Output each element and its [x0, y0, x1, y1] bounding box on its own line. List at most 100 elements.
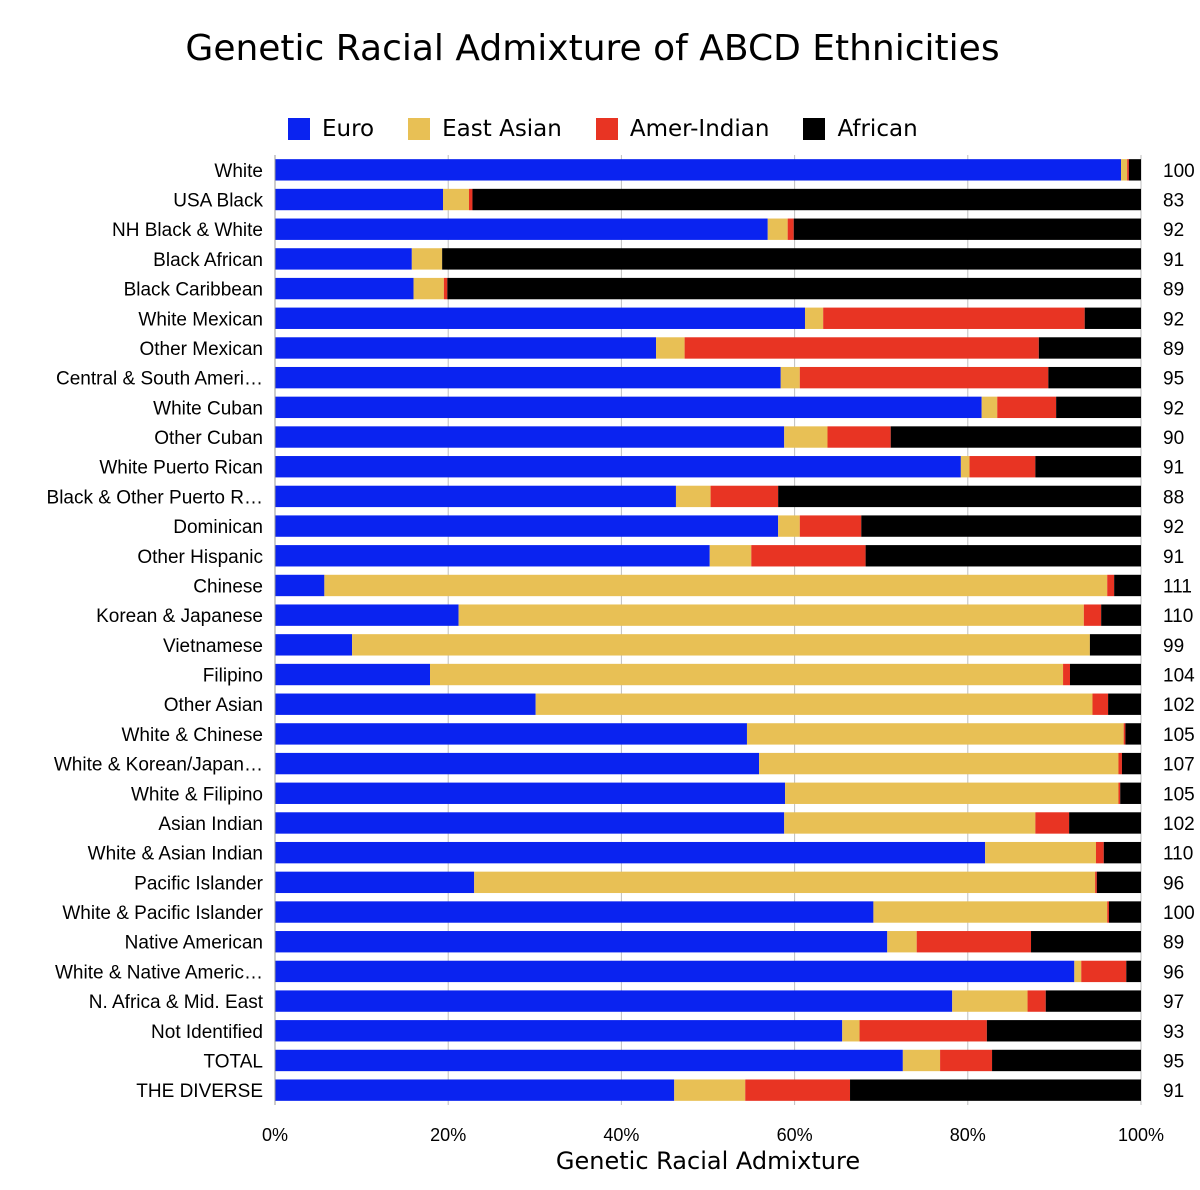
bar-segment-euro: [275, 396, 982, 419]
bar-segment-amer-indian: [1083, 604, 1102, 626]
bar-segment-amer-indian: [1063, 663, 1070, 686]
bar-segment-amer-indian: [940, 1049, 993, 1072]
category-label: White & Korean/Japan…: [54, 755, 263, 776]
bar-segment-amer-indian: [1095, 871, 1097, 894]
bar-segment-east-asian: [784, 812, 1036, 834]
bar-segment-amer-indian: [1107, 574, 1115, 597]
bar-segment-east-asian: [1121, 159, 1128, 181]
right-value-label: 100: [1163, 903, 1195, 924]
bar-segment-african: [1035, 456, 1141, 478]
bar-segment-east-asian: [474, 871, 1096, 894]
category-label: Filipino: [203, 666, 263, 687]
category-label: White & Native Americ…: [55, 962, 263, 983]
category-label: Asian Indian: [158, 814, 263, 835]
right-value-label: 97: [1163, 992, 1184, 1013]
right-value-label: 110: [1163, 606, 1193, 627]
bar-segment-amer-indian: [823, 307, 1085, 329]
bar-segment-east-asian: [804, 307, 824, 329]
bar-segment-amer-indian: [710, 485, 779, 508]
x-tick-label: 100%: [1118, 1125, 1164, 1145]
category-label: Not Identified: [151, 1022, 263, 1043]
bar-segment-african: [1038, 337, 1141, 359]
bar-segment-african: [472, 188, 1141, 211]
category-label: White & Chinese: [121, 725, 263, 746]
bar-segment-african: [890, 426, 1141, 448]
bar-segment-euro: [275, 277, 414, 300]
bar-segment-amer-indian: [787, 218, 794, 240]
category-label: Black African: [153, 250, 263, 271]
bar-segment-east-asian: [785, 782, 1119, 804]
bar-segment-euro: [275, 841, 986, 864]
right-value-label: 96: [1163, 873, 1184, 894]
legend-item-amer-indian: Amer-Indian: [595, 116, 769, 142]
category-label: Chinese: [193, 576, 263, 597]
right-value-label: 105: [1163, 725, 1195, 746]
bar-segment-euro: [275, 485, 676, 508]
right-value-label: 102: [1163, 695, 1195, 716]
bar-segment-african: [1069, 663, 1141, 686]
bar-segment-euro: [275, 188, 444, 211]
bar-segment-east-asian: [784, 426, 828, 448]
category-label: NH Black & White: [112, 220, 263, 241]
category-label: Vietnamese: [163, 636, 263, 657]
legend-item-african: African: [803, 116, 918, 142]
bar-segment-amer-indian: [1035, 812, 1070, 834]
bar-segment-east-asian: [873, 901, 1108, 923]
bar-segment-east-asian: [759, 752, 1119, 775]
bar-segment-euro: [275, 366, 781, 389]
bar-segment-african: [793, 218, 1141, 240]
bar-segment-euro: [275, 604, 459, 626]
bar-segment-euro: [275, 782, 786, 804]
right-value-label: 110: [1163, 844, 1193, 865]
category-label: N. Africa & Mid. East: [89, 992, 264, 1013]
bar-segment-amer-indian: [1027, 990, 1046, 1012]
bar-segment-amer-indian: [1118, 752, 1122, 775]
bar-segment-african: [1108, 901, 1141, 923]
right-value-label: 92: [1163, 398, 1184, 419]
bar-segment-euro: [275, 871, 475, 894]
bar-segment-amer-indian: [916, 931, 1032, 953]
legend-item-euro: Euro: [288, 116, 374, 142]
bar-segment-amer-indian: [1107, 901, 1109, 923]
bar-segment-euro: [275, 1079, 675, 1101]
bar-segment-euro: [275, 515, 779, 537]
bar-segment-amer-indian: [468, 188, 473, 211]
category-label: THE DIVERSE: [136, 1081, 263, 1102]
bar-segment-east-asian: [902, 1049, 941, 1072]
right-value-label: 99: [1163, 636, 1184, 657]
bar-segment-african: [1108, 693, 1141, 715]
chart-legend: Euro East Asian Amer-Indian African: [288, 112, 952, 146]
category-label: USA Black: [173, 191, 263, 212]
bar-segment-east-asian: [981, 396, 998, 419]
category-label: Pacific Islander: [134, 873, 264, 894]
right-value-label: 100: [1163, 161, 1195, 182]
bar-segment-amer-indian: [443, 277, 448, 300]
bar-segment-euro: [275, 663, 431, 686]
right-value-label: 95: [1163, 369, 1184, 390]
bar-segment-amer-indian: [1118, 782, 1121, 804]
right-value-label: 95: [1163, 1051, 1184, 1072]
bar-segment-euro: [275, 693, 536, 715]
bar-segment-amer-indian: [969, 456, 1036, 478]
bar-segment-euro: [275, 1049, 903, 1072]
bar-segment-african: [442, 248, 1141, 270]
bar-segment-african: [850, 1079, 1141, 1101]
bar-segment-east-asian: [352, 634, 1090, 656]
right-value-label: 105: [1163, 784, 1195, 805]
category-label: Other Asian: [164, 695, 263, 716]
x-tick-label: 60%: [777, 1125, 813, 1145]
category-label: Black & Other Puerto R…: [47, 487, 263, 508]
bar-segment-amer-indian: [799, 366, 1049, 389]
bar-segment-east-asian: [1074, 960, 1082, 983]
right-value-label: 92: [1163, 220, 1184, 241]
right-value-label: 102: [1163, 814, 1195, 835]
bar-segment-east-asian: [458, 604, 1084, 626]
bar-segment-african: [861, 515, 1141, 537]
bar-segment-amer-indian: [1095, 841, 1104, 864]
bar-segment-african: [1031, 931, 1141, 953]
bar-segment-african: [992, 1049, 1141, 1072]
legend-item-east-asian: East Asian: [408, 116, 562, 142]
bar-segment-amer-indian: [799, 515, 862, 537]
x-tick-label: 0%: [262, 1125, 288, 1145]
bar-segment-african: [1103, 841, 1141, 864]
